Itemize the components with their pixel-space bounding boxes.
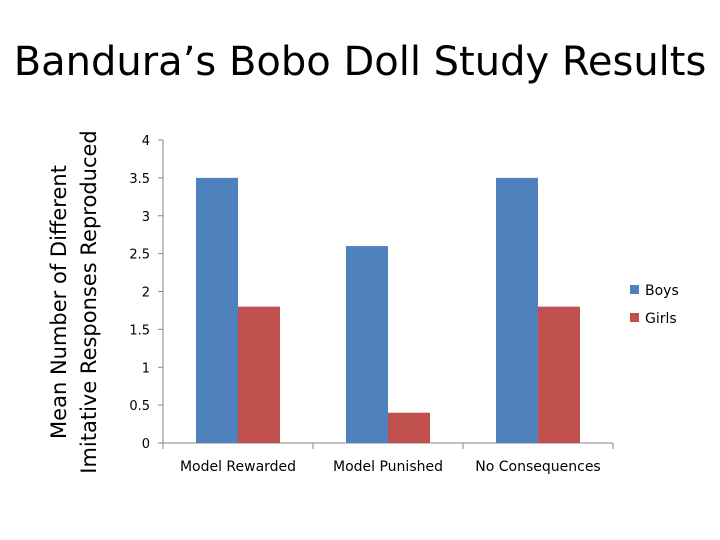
bar-boys-1 (196, 177, 238, 443)
y-tick-label: 1 (142, 361, 150, 376)
y-axis-label-line-1: Mean Number of Different (47, 165, 71, 439)
y-axis-ticks: 0 0.5 1 1.5 2 2.5 3 3.5 4 (129, 134, 163, 452)
legend-label-girls: Girls (645, 311, 677, 327)
bars (196, 177, 580, 443)
legend-label-boys: Boys (645, 283, 679, 299)
x-axis-categories: Model Rewarded Model Punished No Consequen… (162, 443, 614, 475)
bar-girls-1 (238, 306, 280, 443)
bar-boys-2 (346, 246, 388, 443)
bar-boys-3 (496, 177, 538, 443)
y-tick-label: 2 (142, 286, 150, 301)
y-axis-label-line-2: Imitative Responses Reproduced (77, 130, 101, 474)
y-tick-label: 3.5 (129, 172, 150, 187)
y-tick-label: 1.5 (129, 323, 150, 338)
legend-swatch-girls (630, 313, 639, 322)
y-axis-label: Mean Number of Different Imitative Respon… (47, 130, 101, 474)
x-category-label: No Consequences (475, 459, 600, 475)
bar-girls-3 (538, 306, 580, 443)
y-tick-label: 0.5 (129, 399, 150, 414)
legend: Boys Girls (630, 283, 679, 327)
y-tick-label: 3 (142, 210, 150, 225)
chart-title: Bandura’s Bobo Doll Study Results (13, 39, 707, 85)
x-category-label: Model Punished (333, 459, 443, 475)
y-tick-label: 4 (142, 134, 150, 149)
bar-girls-2 (388, 412, 430, 443)
y-tick-label: 0 (142, 437, 150, 452)
legend-swatch-boys (630, 285, 639, 294)
y-tick-label: 2.5 (129, 248, 150, 263)
x-category-label: Model Rewarded (180, 459, 296, 475)
